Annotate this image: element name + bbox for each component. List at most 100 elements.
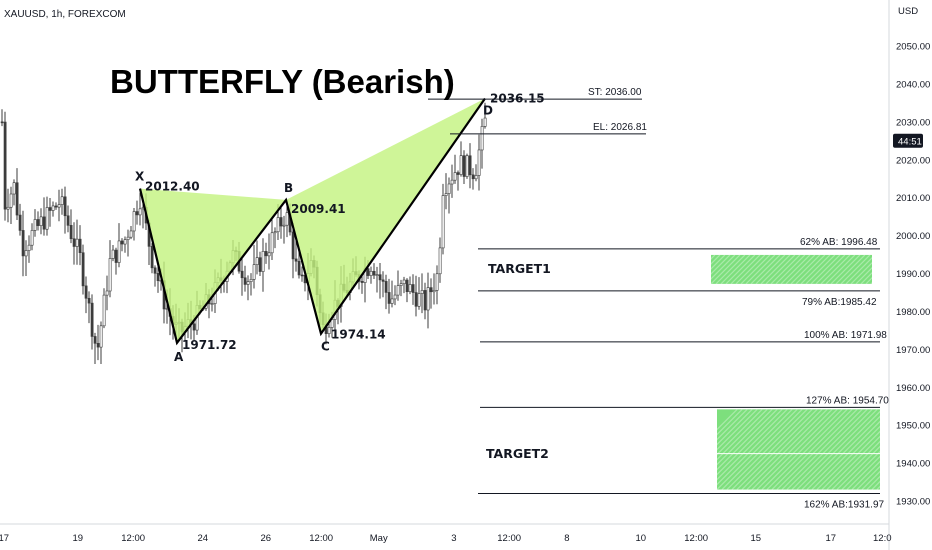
level-label: 162% AB:1931.97 xyxy=(804,500,885,511)
price-axis[interactable]: 2050.00 2040.00 2030.00 2020.00 2010.00 2000.… xyxy=(896,42,930,508)
target-hatch xyxy=(720,254,751,284)
candle-body xyxy=(108,258,112,292)
price-tick-label: 2050.00 xyxy=(896,42,930,53)
price-tick-label: 2010.00 xyxy=(896,193,930,204)
candle-body xyxy=(138,208,142,216)
candle-body xyxy=(69,225,73,240)
target-hatch xyxy=(805,254,836,284)
pattern-zigzag xyxy=(138,97,486,346)
candle-body xyxy=(294,258,298,262)
target-zone xyxy=(717,409,880,490)
time-tick-label: 12:00 xyxy=(684,533,708,544)
candle-body xyxy=(258,257,262,272)
pattern-price-a: 1971.72 xyxy=(182,338,237,352)
badge-text: 44:51 xyxy=(898,136,922,147)
target-hatch xyxy=(826,435,880,490)
time-tick-label: 17 xyxy=(826,533,837,544)
candle-body xyxy=(387,292,391,304)
candle-body xyxy=(426,287,430,311)
candle-body xyxy=(465,155,469,177)
candle-body xyxy=(378,274,382,281)
level-label: 127% AB: 1954.70 xyxy=(806,395,889,406)
candle-body xyxy=(30,230,34,246)
level-label: 62% AB: 1996.48 xyxy=(800,237,878,248)
candle-body xyxy=(39,216,43,226)
candle-body xyxy=(255,257,259,265)
candle-body xyxy=(291,231,295,260)
candle-body xyxy=(192,323,196,331)
candle-body xyxy=(111,249,115,259)
price-tick-label: 1950.00 xyxy=(896,421,930,432)
candle-body xyxy=(462,155,466,177)
candle-body xyxy=(414,292,418,307)
candle-body xyxy=(423,290,427,311)
target-hatch xyxy=(765,254,796,284)
candle-body xyxy=(57,204,61,208)
time-tick-label: 10 xyxy=(636,533,647,544)
candle-body xyxy=(9,193,13,208)
candle-body xyxy=(51,205,55,211)
target-hatch xyxy=(711,254,741,284)
target-hatch xyxy=(711,254,736,280)
target-hatch xyxy=(741,409,823,490)
target-hatch xyxy=(785,254,816,284)
candle-body xyxy=(441,195,445,249)
candle-body xyxy=(417,293,421,307)
candle-body xyxy=(471,174,475,180)
time-tick-label: 12:0 xyxy=(873,533,892,544)
candle-body xyxy=(63,196,67,217)
target-hatch xyxy=(800,254,831,284)
candle-body xyxy=(399,283,403,286)
candle-body xyxy=(24,250,28,257)
level-label: ST: 2036.00 xyxy=(588,87,642,98)
candle-body xyxy=(384,281,388,293)
candle-body xyxy=(12,182,16,195)
candle-body xyxy=(474,175,478,180)
candle-body xyxy=(252,264,256,280)
target-hatch xyxy=(801,410,880,490)
candle-body xyxy=(153,267,157,274)
candle-body xyxy=(429,287,433,293)
target-hatch xyxy=(861,470,880,490)
candle-body xyxy=(84,285,88,299)
pattern-price-b: 2009.41 xyxy=(291,202,346,216)
candle-body xyxy=(81,252,85,287)
candle-body xyxy=(114,249,118,263)
target-hatch xyxy=(791,409,873,490)
target-hatch xyxy=(775,254,806,284)
candle-body xyxy=(150,246,154,269)
target-hatch xyxy=(717,409,758,451)
target-hatch xyxy=(815,254,846,284)
fibonacci-levels: ST: 2036.00 EL: 2026.81 62% AB: 1996.48 79%… xyxy=(428,87,889,511)
target-hatch xyxy=(825,254,856,284)
candle-body xyxy=(36,219,40,226)
candle-body xyxy=(390,298,394,304)
time-tick-label: May xyxy=(370,533,388,544)
price-tick-label: 1980.00 xyxy=(896,307,930,318)
candle-body xyxy=(78,238,82,254)
target-hatch xyxy=(736,409,818,490)
target-hatch xyxy=(845,257,872,284)
time-tick-label: 8 xyxy=(564,533,569,544)
candle-body xyxy=(42,216,46,230)
time-tick-label: 19 xyxy=(73,533,84,544)
time-axis[interactable]: 17 19 12:00 24 26 12:00 May 3 12:00 8 10 12:00 15 17 1… xyxy=(0,533,892,544)
target-hatch xyxy=(717,409,753,446)
candle-body xyxy=(327,327,331,334)
pattern-point-x: X xyxy=(135,170,145,184)
pattern-point-a: A xyxy=(174,350,184,364)
candle-body xyxy=(450,179,454,185)
candle-body xyxy=(282,224,286,227)
target-hatch xyxy=(771,409,853,490)
candle-body xyxy=(66,215,70,226)
time-tick-label: 12:00 xyxy=(121,533,145,544)
target-zone xyxy=(711,254,872,284)
target-hatch xyxy=(786,409,868,490)
target-hatch xyxy=(717,409,738,431)
target-hatch xyxy=(717,409,788,481)
target-hatch xyxy=(860,272,872,284)
candle-body xyxy=(393,294,397,300)
candle-body xyxy=(273,231,277,234)
time-tick-label: 26 xyxy=(261,533,272,544)
